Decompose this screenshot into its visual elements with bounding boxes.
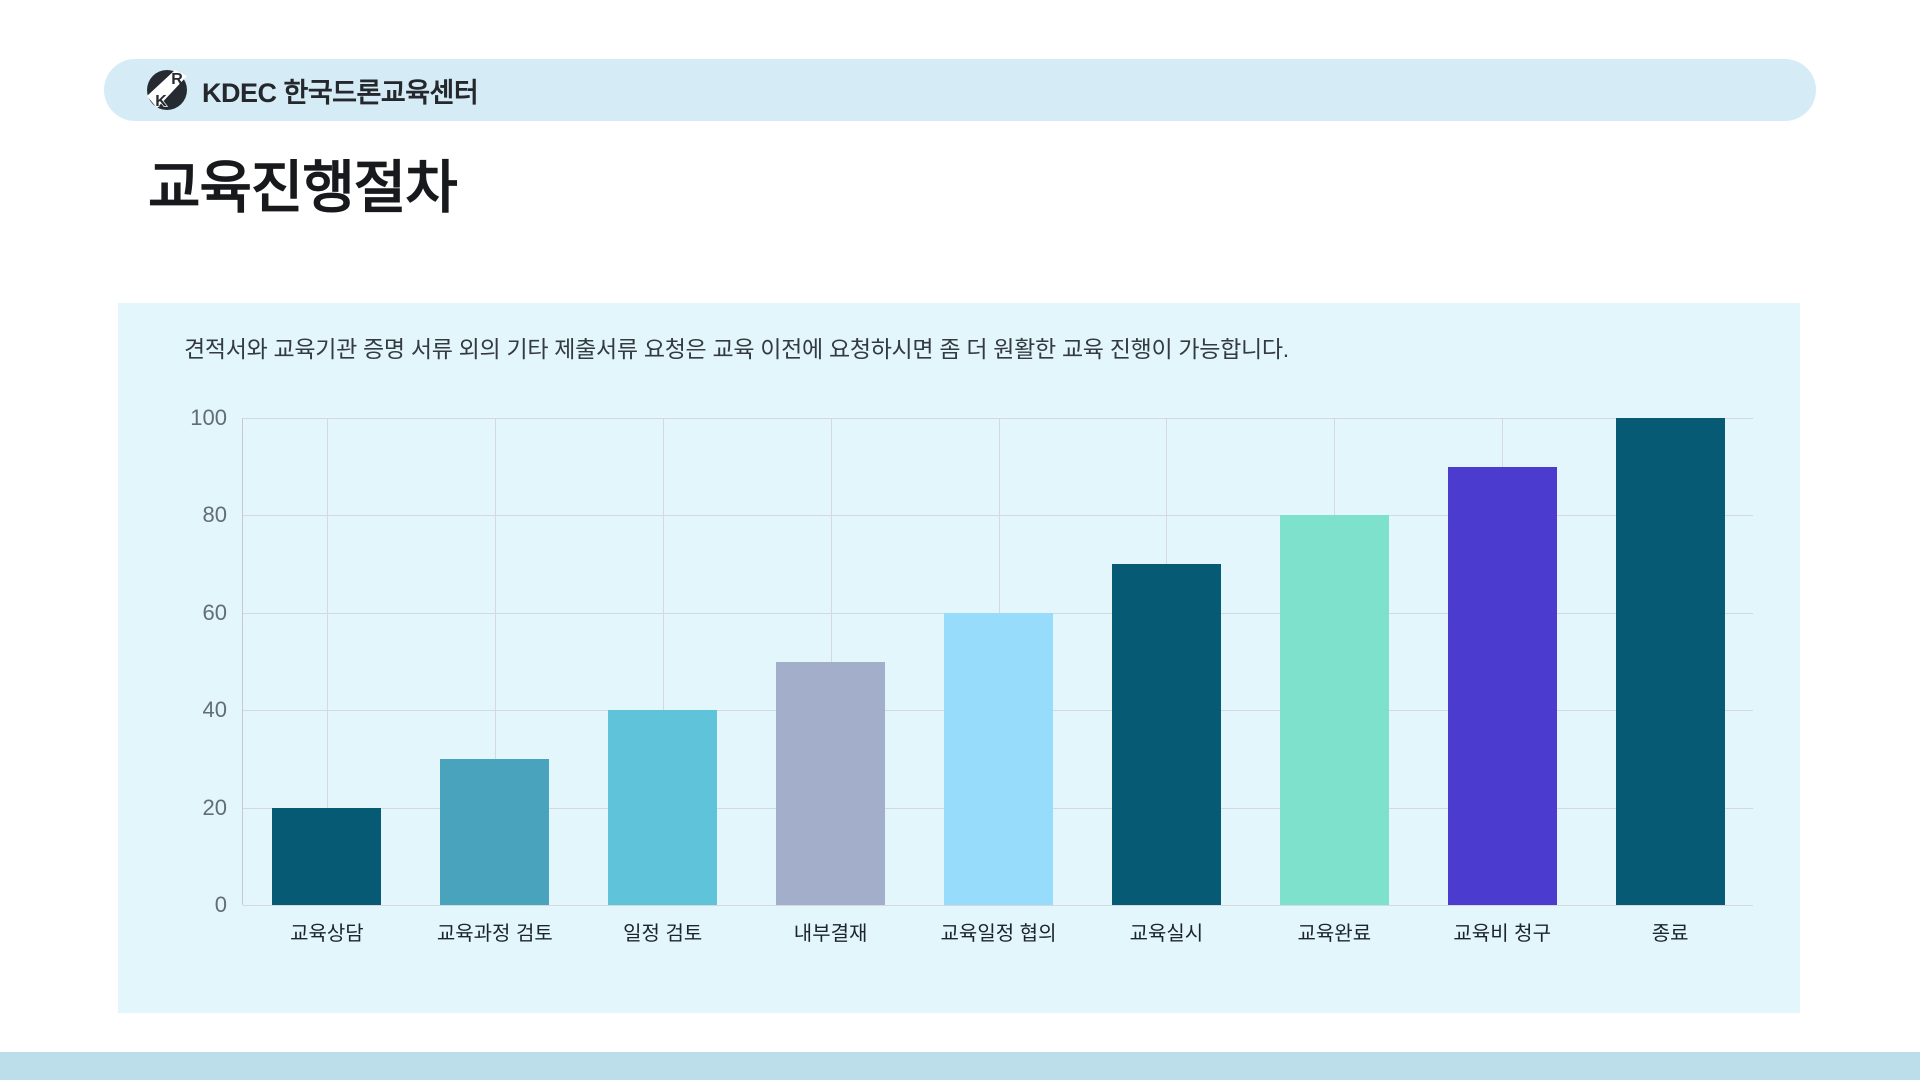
x-axis-category-label: 교육상담 xyxy=(290,923,364,945)
description-text: 견적서와 교육기관 증명 서류 외의 기타 제출서류 요청은 교육 이전에 요청… xyxy=(184,336,1289,362)
chart-plot: 0 20 40 60 80 100 교육상담 교육과정 검토 일정 검토 내부결재 교육일정 협의 교… xyxy=(190,405,1753,945)
chart-bar xyxy=(944,612,1053,905)
x-axis-category-label: 종료 xyxy=(1651,923,1689,945)
x-axis-category-label: 교육비 청구 xyxy=(1453,923,1551,945)
chart-bar xyxy=(608,710,718,905)
horizontal-gridline xyxy=(243,418,1753,419)
horizontal-gridline xyxy=(243,515,1753,517)
logo-letter-r: R xyxy=(171,71,183,88)
vertical-gridline xyxy=(662,418,664,905)
x-axis-category-label: 일정 검토 xyxy=(623,923,703,945)
chart-bar xyxy=(1111,564,1221,905)
y-axis-tick-label: 80 xyxy=(202,502,227,528)
y-axis-tick-label: 100 xyxy=(190,405,227,430)
horizontal-gridline xyxy=(243,905,1753,906)
chart-bar xyxy=(776,661,886,905)
x-axis-category-label: 내부결재 xyxy=(793,923,868,945)
chart-bar xyxy=(440,758,550,905)
logo-letter-k: K xyxy=(155,93,167,110)
chart-bar xyxy=(272,807,382,905)
x-axis-category-label: 교육실시 xyxy=(1129,923,1204,945)
x-axis-category-label: 교육완료 xyxy=(1297,923,1372,945)
kdec-logo-icon: R K xyxy=(147,70,187,111)
page-title: 교육진행절차 xyxy=(148,156,458,220)
footer-band xyxy=(0,1052,1920,1080)
y-axis-tick-label: 0 xyxy=(214,892,227,917)
vertical-gridline xyxy=(494,418,496,905)
chart-bar xyxy=(1279,515,1389,905)
y-axis-tick-label: 60 xyxy=(202,599,227,625)
chart-bar xyxy=(1615,418,1725,905)
header-bar: R K KDEC 한국드론교육센터 xyxy=(104,59,1816,121)
y-axis-tick-label: 40 xyxy=(202,697,227,723)
content-panel: 견적서와 교육기관 증명 서류 외의 기타 제출서류 요청은 교육 이전에 요청… xyxy=(118,303,1800,1013)
vertical-gridline xyxy=(326,418,328,905)
brand-name: KDEC 한국드론교육센터 xyxy=(202,77,479,108)
y-axis-tick-label: 20 xyxy=(202,794,227,820)
chart-bar xyxy=(1447,466,1557,905)
x-axis-category-label: 교육일정 협의 xyxy=(940,923,1057,945)
x-axis-category-label: 교육과정 검토 xyxy=(436,923,553,945)
